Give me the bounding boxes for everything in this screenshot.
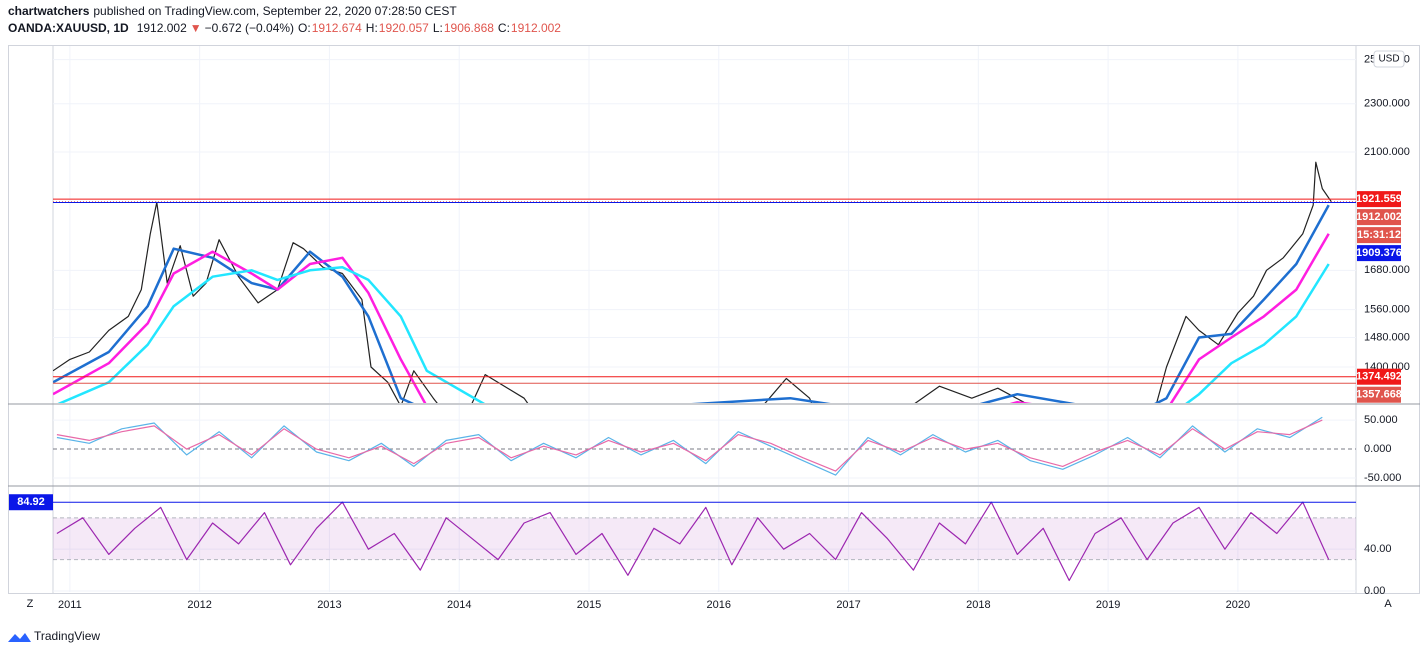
- ohlc-value: 1912.002: [511, 21, 561, 35]
- y-tick-label: 50.000: [1364, 414, 1398, 426]
- x-tick-label: 2017: [836, 599, 860, 611]
- countdown: 15:31:12: [1357, 229, 1401, 241]
- price-badge-label: 1909.376: [1356, 247, 1402, 259]
- y-tick-label: 0.000: [1364, 443, 1392, 455]
- price-badge-label: 1912.002: [1356, 211, 1402, 223]
- y-tick-label: 1560.000: [1364, 304, 1410, 316]
- price-badge: [1357, 191, 1401, 208]
- pane: [53, 46, 1356, 403]
- series-line: [53, 233, 1330, 403]
- frame: [8, 45, 1420, 594]
- symbol: OANDA:XAUUSD, 1D: [8, 21, 129, 35]
- price-badge: [9, 494, 53, 511]
- price-badge: [1357, 209, 1401, 226]
- x-tick-label: 2014: [447, 599, 471, 611]
- x-tick-label: 2012: [187, 599, 211, 611]
- ohlc-key: L:: [433, 21, 443, 35]
- x-tick-label: 2011: [58, 599, 82, 611]
- price-badge-label: 1357.668: [1356, 389, 1402, 401]
- series-line: [53, 161, 1332, 403]
- x-tick-label: 2013: [317, 599, 341, 611]
- price-badge-label: 1374.492: [1356, 371, 1402, 383]
- pane: [53, 487, 1356, 592]
- ohlc-value: 1912.674: [312, 21, 362, 35]
- change: −0.672 (−0.04%): [205, 21, 294, 35]
- series-line: [56, 501, 1330, 582]
- y-tick-label: 1680.000: [1364, 264, 1410, 276]
- price-badge-label: 84.92: [17, 496, 45, 508]
- y-tick-label: 2300.000: [1364, 98, 1410, 110]
- series-line: [57, 263, 1330, 403]
- series-line: [56, 419, 1323, 472]
- x-tick-label: 2015: [577, 599, 601, 611]
- currency-badge: [1373, 50, 1405, 68]
- series-line: [56, 416, 1323, 476]
- countdown-badge: [1357, 227, 1401, 244]
- ohlc-value: 1920.057: [379, 21, 429, 35]
- rsi-band: [53, 517, 1356, 560]
- ohlc-key: C:: [498, 21, 510, 35]
- price-badge: [1357, 386, 1401, 403]
- x-tick-label: 2018: [966, 599, 990, 611]
- brand-logo: [8, 633, 31, 642]
- brand: TradingView: [34, 629, 100, 643]
- y-tick-label: 2100.000: [1364, 146, 1410, 158]
- price-badge: [1357, 245, 1401, 262]
- price-badge-label: 1921.559: [1356, 193, 1402, 205]
- down-arrow: ▼: [190, 21, 202, 35]
- y-tick-label: 40.00: [1364, 543, 1392, 555]
- series-line: [53, 204, 1330, 403]
- published: published on TradingView.com, September …: [93, 4, 457, 18]
- auto-button[interactable]: A: [1384, 598, 1392, 610]
- y-tick-label: 0.00: [1364, 585, 1385, 597]
- price-badge: [1357, 368, 1401, 385]
- ohlc-value: 1906.868: [444, 21, 494, 35]
- pane: [53, 405, 1356, 485]
- y-tick-label: -50.000: [1364, 472, 1401, 484]
- currency: USD: [1378, 54, 1399, 65]
- ohlc-key: O:: [298, 21, 311, 35]
- ohlc-key: H:: [366, 21, 378, 35]
- author: chartwatchers: [8, 4, 90, 18]
- x-tick-label: 2019: [1096, 599, 1120, 611]
- publish-line: chartwatchers published on TradingView.co…: [8, 4, 457, 18]
- x-tick-label: 2016: [707, 599, 731, 611]
- y-tick-label: 1480.000: [1364, 331, 1410, 343]
- symbol-line: OANDA:XAUUSD, 1D 1912.002 ▼ −0.672 (−0.04%)…: [8, 21, 561, 35]
- x-tick-label: 2020: [1226, 599, 1250, 611]
- scale-button[interactable]: Z: [27, 598, 34, 610]
- close: 1912.002: [137, 21, 187, 35]
